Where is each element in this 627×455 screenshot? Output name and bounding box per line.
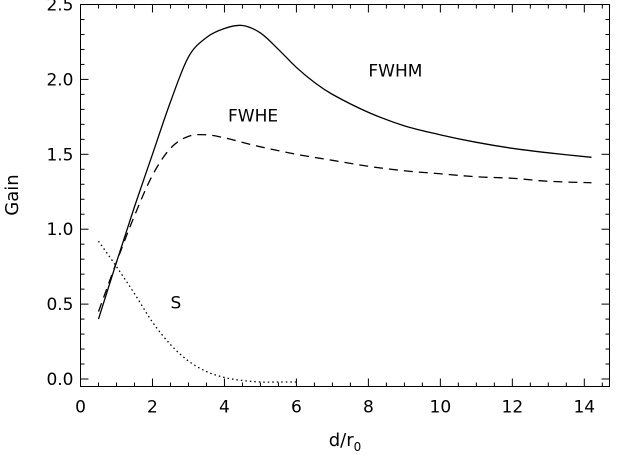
series-annotations: FWHM FWHE S [170, 61, 422, 313]
x-tick-label: 10 [430, 398, 452, 418]
x-tick-label: 12 [502, 398, 524, 418]
x-tick-label: 4 [219, 398, 230, 418]
y-tick-label: 1.5 [46, 145, 73, 165]
y-tick-label: 2.5 [46, 0, 73, 16]
x-tick-label: 0 [75, 398, 86, 418]
y-tick-label: 2.0 [46, 70, 73, 90]
series-line-fwhe [97, 133, 592, 312]
x-tick-label: 8 [363, 398, 374, 418]
series-label-fwhm: FWHM [368, 61, 422, 81]
series-label-s: S [170, 294, 181, 314]
y-tick-label: 0.5 [46, 295, 73, 315]
series-line-s [97, 240, 297, 383]
y-tick-label: 0.0 [46, 370, 73, 390]
series-layer [97, 24, 592, 383]
x-tick-label: 6 [291, 398, 302, 418]
y-tick-labels: 0.0 0.5 1.0 1.5 2.0 2.5 [46, 0, 73, 390]
series-label-fwhe: FWHE [228, 106, 278, 126]
plot-frame [80, 4, 610, 387]
x-tick-labels: 0 2 4 6 8 10 12 14 [75, 398, 595, 418]
y-axis-label: Gain [2, 174, 23, 215]
x-axis-label: d/r0 [329, 430, 362, 454]
y-tick-label: 1.0 [46, 220, 73, 240]
series-line-fwhm [97, 24, 592, 320]
x-tick-label: 14 [573, 398, 595, 418]
x-tick-label: 2 [147, 398, 158, 418]
tick-marks [80, 4, 610, 387]
